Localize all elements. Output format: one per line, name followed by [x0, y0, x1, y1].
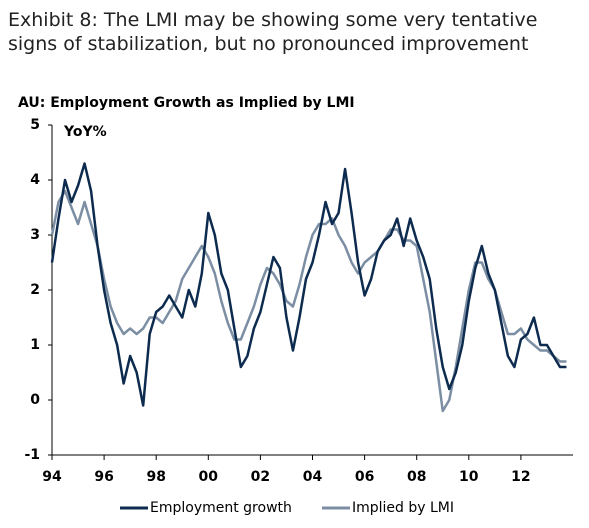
- y-tick-label: 4: [30, 172, 40, 188]
- x-tick-label: 06: [355, 469, 374, 485]
- x-tick-label: 08: [407, 469, 426, 485]
- y-tick-label: -1: [24, 447, 40, 463]
- y-axis-label: YoY%: [63, 124, 107, 140]
- x-tick-label: 10: [459, 469, 479, 485]
- y-tick-label: 2: [30, 282, 40, 298]
- x-tick-label: 94: [42, 469, 62, 485]
- series-line: [50, 189, 567, 413]
- x-tick-label: 96: [94, 469, 113, 485]
- y-tick-label: 0: [30, 392, 40, 408]
- x-tick-label: 98: [146, 469, 165, 485]
- x-tick-label: 12: [511, 469, 530, 485]
- x-tick-label: 02: [251, 469, 270, 485]
- x-tick-label: 00: [199, 469, 219, 485]
- chart-title: AU: Employment Growth as Implied by LMI: [18, 95, 355, 111]
- series-line: [50, 162, 567, 407]
- exhibit-title: Exhibit 8: The LMI may be showing some v…: [8, 9, 538, 55]
- legend-label: Implied by LMI: [352, 500, 454, 516]
- y-tick-label: 5: [30, 117, 40, 133]
- y-tick-label: 1: [30, 337, 40, 353]
- legend-label: Employment growth: [150, 500, 292, 516]
- x-tick-label: 04: [303, 469, 323, 485]
- y-tick-label: 3: [30, 227, 40, 243]
